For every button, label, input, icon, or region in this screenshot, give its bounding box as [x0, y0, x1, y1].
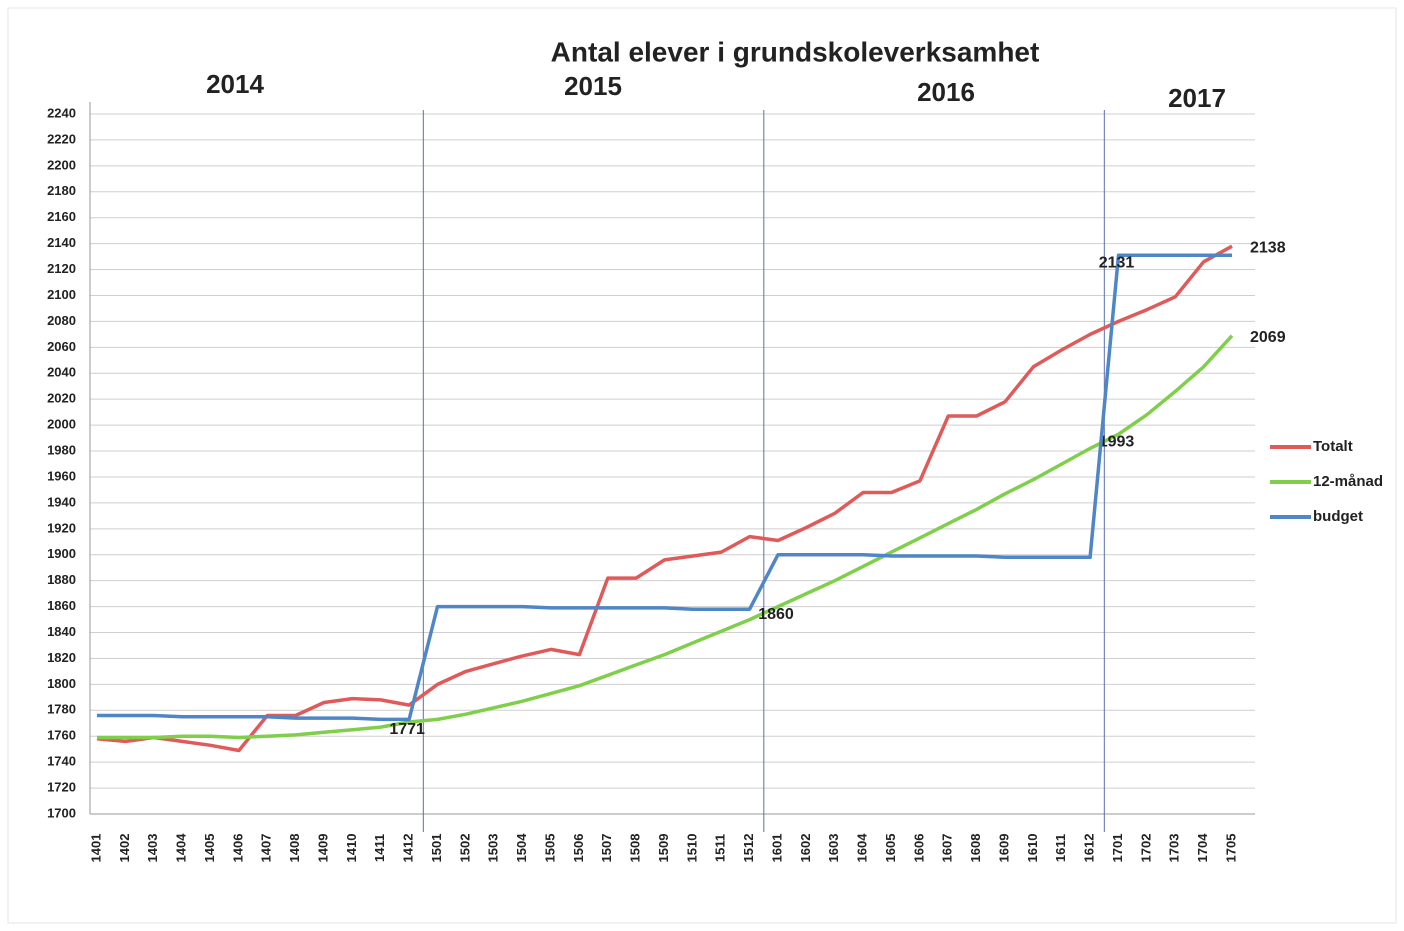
- data-label: 2138: [1250, 239, 1286, 256]
- x-tick-label: 1504: [514, 833, 529, 863]
- x-tick-label: 1508: [628, 834, 643, 863]
- y-tick-label: 2140: [47, 235, 76, 250]
- x-tick-label: 1610: [1025, 834, 1040, 863]
- y-tick-label: 1880: [47, 572, 76, 587]
- data-label: 2069: [1250, 329, 1286, 346]
- y-tick-label: 2020: [47, 391, 76, 406]
- frame: [7, 7, 1397, 924]
- y-tick-label: 1920: [47, 520, 76, 535]
- x-tick-label: 1408: [287, 834, 302, 863]
- legend-label: 12-månad: [1313, 473, 1383, 490]
- x-tick-label: 1702: [1138, 834, 1153, 863]
- x-tick-label: 1703: [1167, 834, 1182, 863]
- x-tick-label: 1603: [826, 834, 841, 863]
- y-tick-label: 1860: [47, 598, 76, 613]
- y-tick-label: 2220: [47, 131, 76, 146]
- y-tick-label: 1840: [47, 624, 76, 639]
- year-label: 2016: [917, 77, 975, 107]
- x-tick-label: 1705: [1223, 834, 1238, 863]
- x-tick-label: 1502: [457, 834, 472, 863]
- x-tick-label: 1506: [571, 834, 586, 863]
- x-tick-label: 1511: [713, 834, 728, 862]
- x-tick-label: 1409: [315, 834, 330, 863]
- x-tick-label: 1612: [1082, 834, 1097, 863]
- data-label: 1860: [758, 606, 794, 623]
- x-tick-label: 1501: [429, 834, 444, 863]
- x-tick-label: 1412: [401, 834, 416, 863]
- year-label: 2015: [564, 71, 622, 101]
- x-tick-label: 1601: [769, 834, 784, 863]
- x-tick-label: 1510: [684, 834, 699, 863]
- year-label: 2017: [1168, 83, 1226, 113]
- x-tick-label: 1406: [230, 834, 245, 863]
- x-tick-label: 1404: [174, 833, 189, 863]
- y-tick-label: 2100: [47, 287, 76, 302]
- y-tick-label: 2060: [47, 339, 76, 354]
- y-tick-label: 2160: [47, 209, 76, 224]
- x-tick-label: 1611: [1053, 834, 1068, 862]
- x-tick-label: 1509: [656, 834, 671, 863]
- y-tick-label: 2000: [47, 417, 76, 432]
- y-tick-label: 1800: [47, 676, 76, 691]
- chart-title: Antal elever i grundskoleverksamhet: [551, 36, 1040, 67]
- x-tick-label: 1503: [486, 834, 501, 863]
- y-tick-label: 1720: [47, 780, 76, 795]
- y-tick-label: 2200: [47, 157, 76, 172]
- x-tick-label: 1606: [911, 834, 926, 863]
- y-tick-label: 1960: [47, 468, 76, 483]
- year-label: 2014: [206, 69, 264, 99]
- series-line: [97, 334, 1234, 740]
- y-tick-label: 2120: [47, 261, 76, 276]
- series-line: [96, 244, 1233, 753]
- x-tick-label: 1401: [88, 834, 103, 863]
- x-tick-label: 1505: [542, 834, 557, 863]
- y-tick-label: 2240: [47, 105, 76, 120]
- legend-label: budget: [1313, 508, 1363, 525]
- y-tick-label: 1980: [47, 442, 76, 457]
- x-tick-label: 1609: [996, 834, 1011, 863]
- data-label: 2131: [1099, 255, 1135, 272]
- y-tick-label: 2080: [47, 313, 76, 328]
- y-tick-label: 1940: [47, 494, 76, 509]
- x-tick-label: 1701: [1110, 834, 1125, 863]
- x-tick-label: 1402: [117, 834, 132, 863]
- y-tick-label: 1900: [47, 546, 76, 561]
- x-tick-label: 1608: [968, 834, 983, 863]
- data-label: 1771: [389, 721, 425, 738]
- x-tick-label: 1607: [940, 834, 955, 863]
- y-tick-label: 2040: [47, 365, 76, 380]
- y-tick-label: 1820: [47, 650, 76, 665]
- x-tick-label: 1411: [372, 834, 387, 862]
- x-tick-label: 1407: [259, 834, 274, 863]
- x-tick-label: 1602: [798, 834, 813, 863]
- y-tick-label: 2180: [47, 183, 76, 198]
- y-tick-label: 1780: [47, 702, 76, 717]
- legend-label: Totalt: [1313, 438, 1353, 455]
- x-tick-label: 1403: [145, 834, 160, 863]
- y-tick-label: 1760: [47, 728, 76, 743]
- y-tick-label: 1740: [47, 754, 76, 769]
- series-line: [97, 253, 1232, 722]
- x-tick-label: 1704: [1195, 833, 1210, 863]
- x-tick-label: 1405: [202, 834, 217, 863]
- data-label: 1993: [1099, 433, 1135, 450]
- x-tick-label: 1604: [855, 833, 870, 863]
- x-tick-label: 1605: [883, 834, 898, 863]
- x-tick-label: 1507: [599, 834, 614, 863]
- x-tick-label: 1410: [344, 834, 359, 863]
- x-tick-label: 1512: [741, 834, 756, 863]
- y-tick-label: 1700: [47, 805, 76, 820]
